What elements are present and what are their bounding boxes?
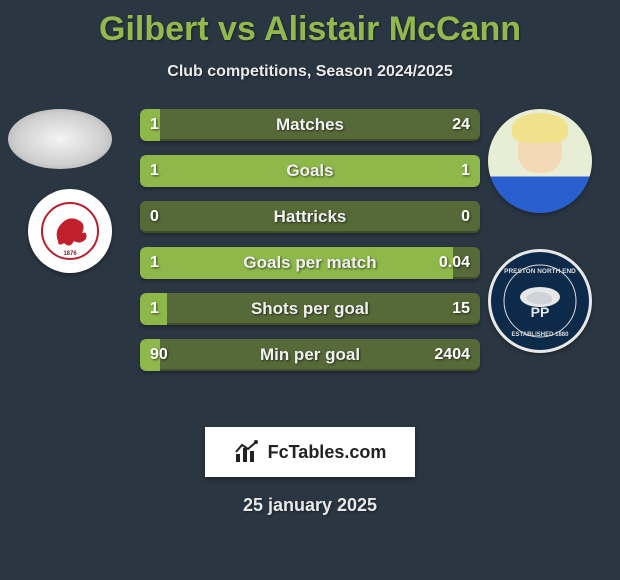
stat-row: 1Matches24: [140, 109, 480, 141]
stat-value-right: 0.04: [439, 247, 470, 279]
svg-text:ESTABLISHED 1880: ESTABLISHED 1880: [512, 332, 570, 338]
stat-bars: 1Matches241Goals10Hattricks01Goals per m…: [140, 109, 480, 385]
stat-label: Shots per goal: [140, 293, 480, 325]
svg-text:PRESTON NORTH END: PRESTON NORTH END: [504, 268, 576, 275]
stat-label: Hattricks: [140, 201, 480, 233]
player-left-photo: [8, 109, 112, 169]
stat-row: 1Shots per goal15: [140, 293, 480, 325]
comparison-content: 1876 PRESTON NORTH END ESTABLISHED 1880 …: [0, 109, 620, 409]
stat-value-right: 0: [461, 201, 470, 233]
stat-label: Goals: [140, 155, 480, 187]
stat-label: Goals per match: [140, 247, 480, 279]
chart-icon: [234, 440, 262, 464]
stat-label: Matches: [140, 109, 480, 141]
club-left-crest: 1876: [28, 189, 112, 273]
stat-row: 1Goals per match0.04: [140, 247, 480, 279]
lion-crest-icon: 1876: [40, 201, 100, 261]
page-title: Gilbert vs Alistair McCann: [0, 0, 620, 49]
date-text: 25 january 2025: [0, 495, 620, 516]
page-subtitle: Club competitions, Season 2024/2025: [0, 63, 620, 81]
stat-row: 90Min per goal2404: [140, 339, 480, 371]
player-right-photo: [488, 109, 592, 213]
svg-text:PP: PP: [531, 304, 550, 320]
stat-label: Min per goal: [140, 339, 480, 371]
stat-row: 1Goals1: [140, 155, 480, 187]
club-right-crest: PRESTON NORTH END ESTABLISHED 1880 PP: [488, 249, 592, 353]
stat-value-right: 1: [461, 155, 470, 187]
stat-value-right: 2404: [434, 339, 470, 371]
stat-value-right: 24: [452, 109, 470, 141]
stat-value-right: 15: [452, 293, 470, 325]
brand-badge: FcTables.com: [205, 427, 415, 477]
stat-row: 0Hattricks0: [140, 201, 480, 233]
preston-crest-icon: PRESTON NORTH END ESTABLISHED 1880 PP: [498, 259, 582, 343]
brand-text: FcTables.com: [268, 442, 387, 463]
svg-text:1876: 1876: [63, 251, 77, 257]
